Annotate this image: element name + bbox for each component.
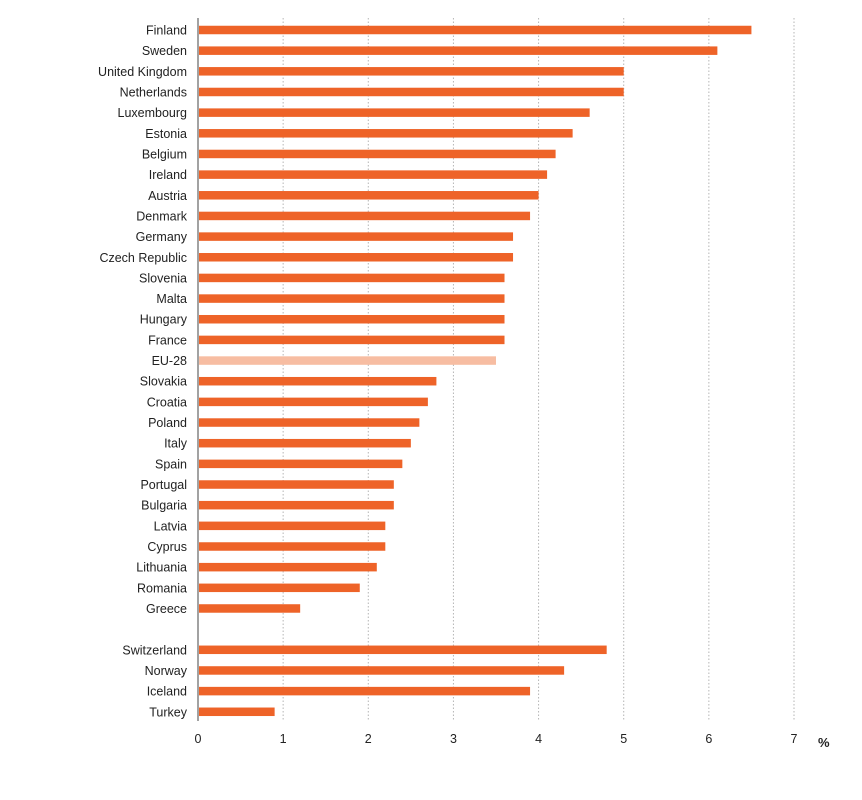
x-unit-label: % xyxy=(818,735,830,750)
category-label: Denmark xyxy=(136,209,187,223)
category-label: Belgium xyxy=(142,147,187,161)
bar xyxy=(199,604,301,613)
category-label: Czech Republic xyxy=(99,251,187,265)
category-label: Lithuania xyxy=(136,561,187,575)
category-label: Greece xyxy=(146,602,187,616)
category-label: Latvia xyxy=(154,519,187,533)
bar xyxy=(199,666,565,675)
bars xyxy=(199,25,752,717)
bar xyxy=(199,521,386,531)
category-label: Italy xyxy=(164,437,188,451)
bar xyxy=(199,253,514,262)
category-label: Finland xyxy=(146,24,187,38)
category-label: Netherlands xyxy=(120,85,187,99)
category-label: Switzerland xyxy=(122,643,187,657)
category-label: Sweden xyxy=(142,44,187,58)
bar xyxy=(199,376,437,386)
bar xyxy=(199,191,539,200)
category-label: Cyprus xyxy=(147,540,187,554)
x-tick-labels: 0 1 2 3 4 5 6 7 xyxy=(195,732,798,746)
bar xyxy=(199,46,718,55)
bar xyxy=(199,645,607,655)
category-label: Ireland xyxy=(149,168,187,182)
bar xyxy=(199,335,505,345)
bar xyxy=(199,418,420,427)
category-label: Slovakia xyxy=(140,375,187,389)
bar xyxy=(199,542,386,551)
bar xyxy=(199,314,505,324)
x-tick-label: 0 xyxy=(195,732,202,746)
bar xyxy=(199,25,752,35)
bar xyxy=(199,149,556,159)
category-label: Austria xyxy=(148,189,187,203)
bar xyxy=(199,294,505,303)
bar xyxy=(199,397,428,407)
category-label: Spain xyxy=(155,457,187,471)
bar xyxy=(199,438,411,448)
x-tick-label: 1 xyxy=(280,732,287,746)
bar xyxy=(199,87,624,97)
category-label: Bulgaria xyxy=(141,499,187,513)
category-label: Turkey xyxy=(149,705,187,719)
category-label: Slovenia xyxy=(139,271,187,285)
bar xyxy=(199,170,548,179)
bar xyxy=(199,129,573,138)
category-label: Luxembourg xyxy=(118,106,188,120)
bar xyxy=(199,273,505,283)
category-label: Norway xyxy=(145,664,188,678)
x-tick-label: 6 xyxy=(705,732,712,746)
bar xyxy=(199,562,377,572)
category-label: Iceland xyxy=(147,685,187,699)
x-tick-label: 7 xyxy=(791,732,798,746)
category-label: Malta xyxy=(156,292,187,306)
x-tick-label: 2 xyxy=(365,732,372,746)
bar xyxy=(199,67,624,76)
bar xyxy=(199,459,403,469)
bar xyxy=(199,211,531,221)
category-label: EU-28 xyxy=(152,354,187,368)
x-tick-label: 3 xyxy=(450,732,457,746)
category-label: Poland xyxy=(148,416,187,430)
category-labels: Finland Sweden United Kingdom Netherlands Lu… xyxy=(98,24,188,720)
bar xyxy=(199,356,496,365)
category-label: Portugal xyxy=(140,478,187,492)
gridlines xyxy=(282,18,795,721)
bar xyxy=(199,108,590,117)
bar xyxy=(199,480,394,489)
bar xyxy=(199,500,394,510)
x-tick-label: 5 xyxy=(620,732,627,746)
bar xyxy=(199,583,360,593)
bar xyxy=(199,707,275,717)
category-label: France xyxy=(148,333,187,347)
category-label: United Kingdom xyxy=(98,65,187,79)
category-label: Germany xyxy=(136,230,188,244)
category-label: Hungary xyxy=(140,313,188,327)
category-label: Romania xyxy=(137,581,187,595)
bar xyxy=(199,686,531,696)
category-label: Estonia xyxy=(145,127,187,141)
bar xyxy=(199,232,514,241)
category-label: Croatia xyxy=(147,395,187,409)
x-tick-label: 4 xyxy=(535,732,542,746)
